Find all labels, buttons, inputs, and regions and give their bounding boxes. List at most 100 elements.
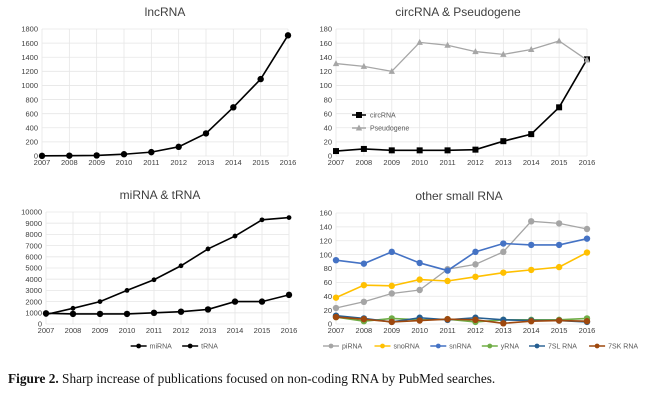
legend-marker <box>594 343 600 349</box>
data-point <box>444 277 451 285</box>
chart-circ: circRNA & Pseudogene 0 20 40 60 80 100 120 140 16… <box>319 5 595 167</box>
data-point <box>500 138 507 145</box>
x-tick-label: 2015 <box>551 326 568 335</box>
x-tick-label: 2012 <box>170 158 187 167</box>
data-point <box>528 45 535 52</box>
x-tick-label: 2013 <box>495 158 512 167</box>
data-point <box>583 249 591 256</box>
x-tick-label: 2009 <box>92 326 109 335</box>
legend-label: miRNA <box>150 344 172 351</box>
data-point <box>388 290 395 297</box>
x-tick-label: 2014 <box>523 326 540 335</box>
data-point <box>360 62 368 69</box>
y-tick-label: 7000 <box>25 241 42 250</box>
legend-marker <box>187 343 193 349</box>
data-point <box>332 60 340 67</box>
data-point <box>472 248 479 256</box>
data-point <box>583 235 591 242</box>
data-point <box>360 260 368 267</box>
data-point <box>583 225 591 233</box>
data-point <box>416 147 423 154</box>
data-point <box>70 305 76 311</box>
data-point <box>528 241 535 249</box>
y-tick-label: 1800 <box>21 25 38 34</box>
y-tick-label: 120 <box>319 236 332 245</box>
y-tick-label: 180 <box>319 25 332 34</box>
data-point <box>500 248 507 256</box>
data-point <box>388 318 395 326</box>
data-point <box>124 288 130 293</box>
y-tick-label: 1600 <box>21 39 38 48</box>
data-point <box>528 318 535 325</box>
data-point <box>556 104 563 111</box>
legend-marker <box>136 343 142 349</box>
y-tick-label: 100 <box>319 81 332 90</box>
x-tick-label: 2016 <box>281 326 298 335</box>
caption-label: Figure 2. <box>8 371 59 386</box>
x-tick-label: 2015 <box>254 326 271 335</box>
data-point <box>178 263 184 269</box>
y-tick-label: 140 <box>319 223 332 232</box>
data-point <box>500 269 507 276</box>
series-line-mirna <box>45 216 290 316</box>
data-point <box>528 266 535 274</box>
y-tick-label: 200 <box>25 138 38 147</box>
data-point <box>230 104 237 111</box>
series-line-circrna <box>335 58 588 152</box>
y-tick-label: 160 <box>319 209 332 218</box>
data-point <box>416 259 423 267</box>
data-point <box>360 281 368 289</box>
legend-marker <box>487 343 493 349</box>
legend-label: piRNA <box>342 344 363 351</box>
x-tick-label: 2014 <box>227 326 244 335</box>
data-point <box>257 75 264 83</box>
data-point <box>284 32 292 39</box>
x-tick-label: 2011 <box>439 158 455 167</box>
data-point <box>360 315 368 323</box>
y-tick-label: 8000 <box>25 230 42 239</box>
figure-canvas: lncRNA0200400600800100012001400160018002… <box>21 5 638 351</box>
data-point <box>202 130 210 137</box>
data-point <box>205 246 211 252</box>
y-tick-label: 80 <box>324 264 332 273</box>
y-tick-label: 9000 <box>25 219 42 228</box>
x-tick-label: 2010 <box>411 326 428 335</box>
data-point <box>175 143 182 151</box>
data-point <box>97 299 103 304</box>
data-point <box>285 291 293 299</box>
data-point <box>555 263 563 271</box>
y-tick-label: 140 <box>319 53 332 62</box>
x-tick-label: 2016 <box>579 158 596 167</box>
data-point <box>555 317 563 324</box>
legend-label: 7SK RNA <box>608 344 638 351</box>
data-point <box>472 316 479 324</box>
chart-title: miRNA & tRNA <box>120 188 201 202</box>
x-tick-label: 2010 <box>116 158 133 167</box>
y-tick-label: 4000 <box>25 275 42 284</box>
y-tick-label: 0 <box>328 320 332 329</box>
legend-label: snRNA <box>449 344 472 351</box>
data-point <box>388 147 395 154</box>
chart-mirna: miRNA & tRNA 0 1000 2000 3000 4000 5000 6000 700… <box>21 188 297 351</box>
legend-marker <box>380 343 385 349</box>
y-tick-label: 800 <box>25 95 38 104</box>
y-tick-label: 0 <box>38 320 42 329</box>
data-point <box>360 145 367 152</box>
x-tick-label: 2008 <box>356 326 373 335</box>
y-tick-label: 120 <box>319 67 332 76</box>
y-tick-label: 60 <box>324 109 332 118</box>
data-point <box>500 50 507 57</box>
data-point <box>258 298 266 305</box>
series-line-pseudogene <box>335 40 588 73</box>
data-point <box>388 282 395 290</box>
data-point <box>444 147 451 154</box>
chart-title: other small RNA <box>415 189 502 203</box>
x-tick-label: 2013 <box>200 326 217 335</box>
data-point <box>231 298 239 305</box>
data-point <box>332 313 340 321</box>
data-point <box>472 273 479 281</box>
chart-lncrna: lncRNA 0 200 400 600 800 1000 1200 1400 1600 1800 2… <box>21 5 296 167</box>
y-tick-label: 80 <box>324 95 332 104</box>
data-point <box>472 146 479 153</box>
y-tick-label: 1000 <box>25 309 42 318</box>
